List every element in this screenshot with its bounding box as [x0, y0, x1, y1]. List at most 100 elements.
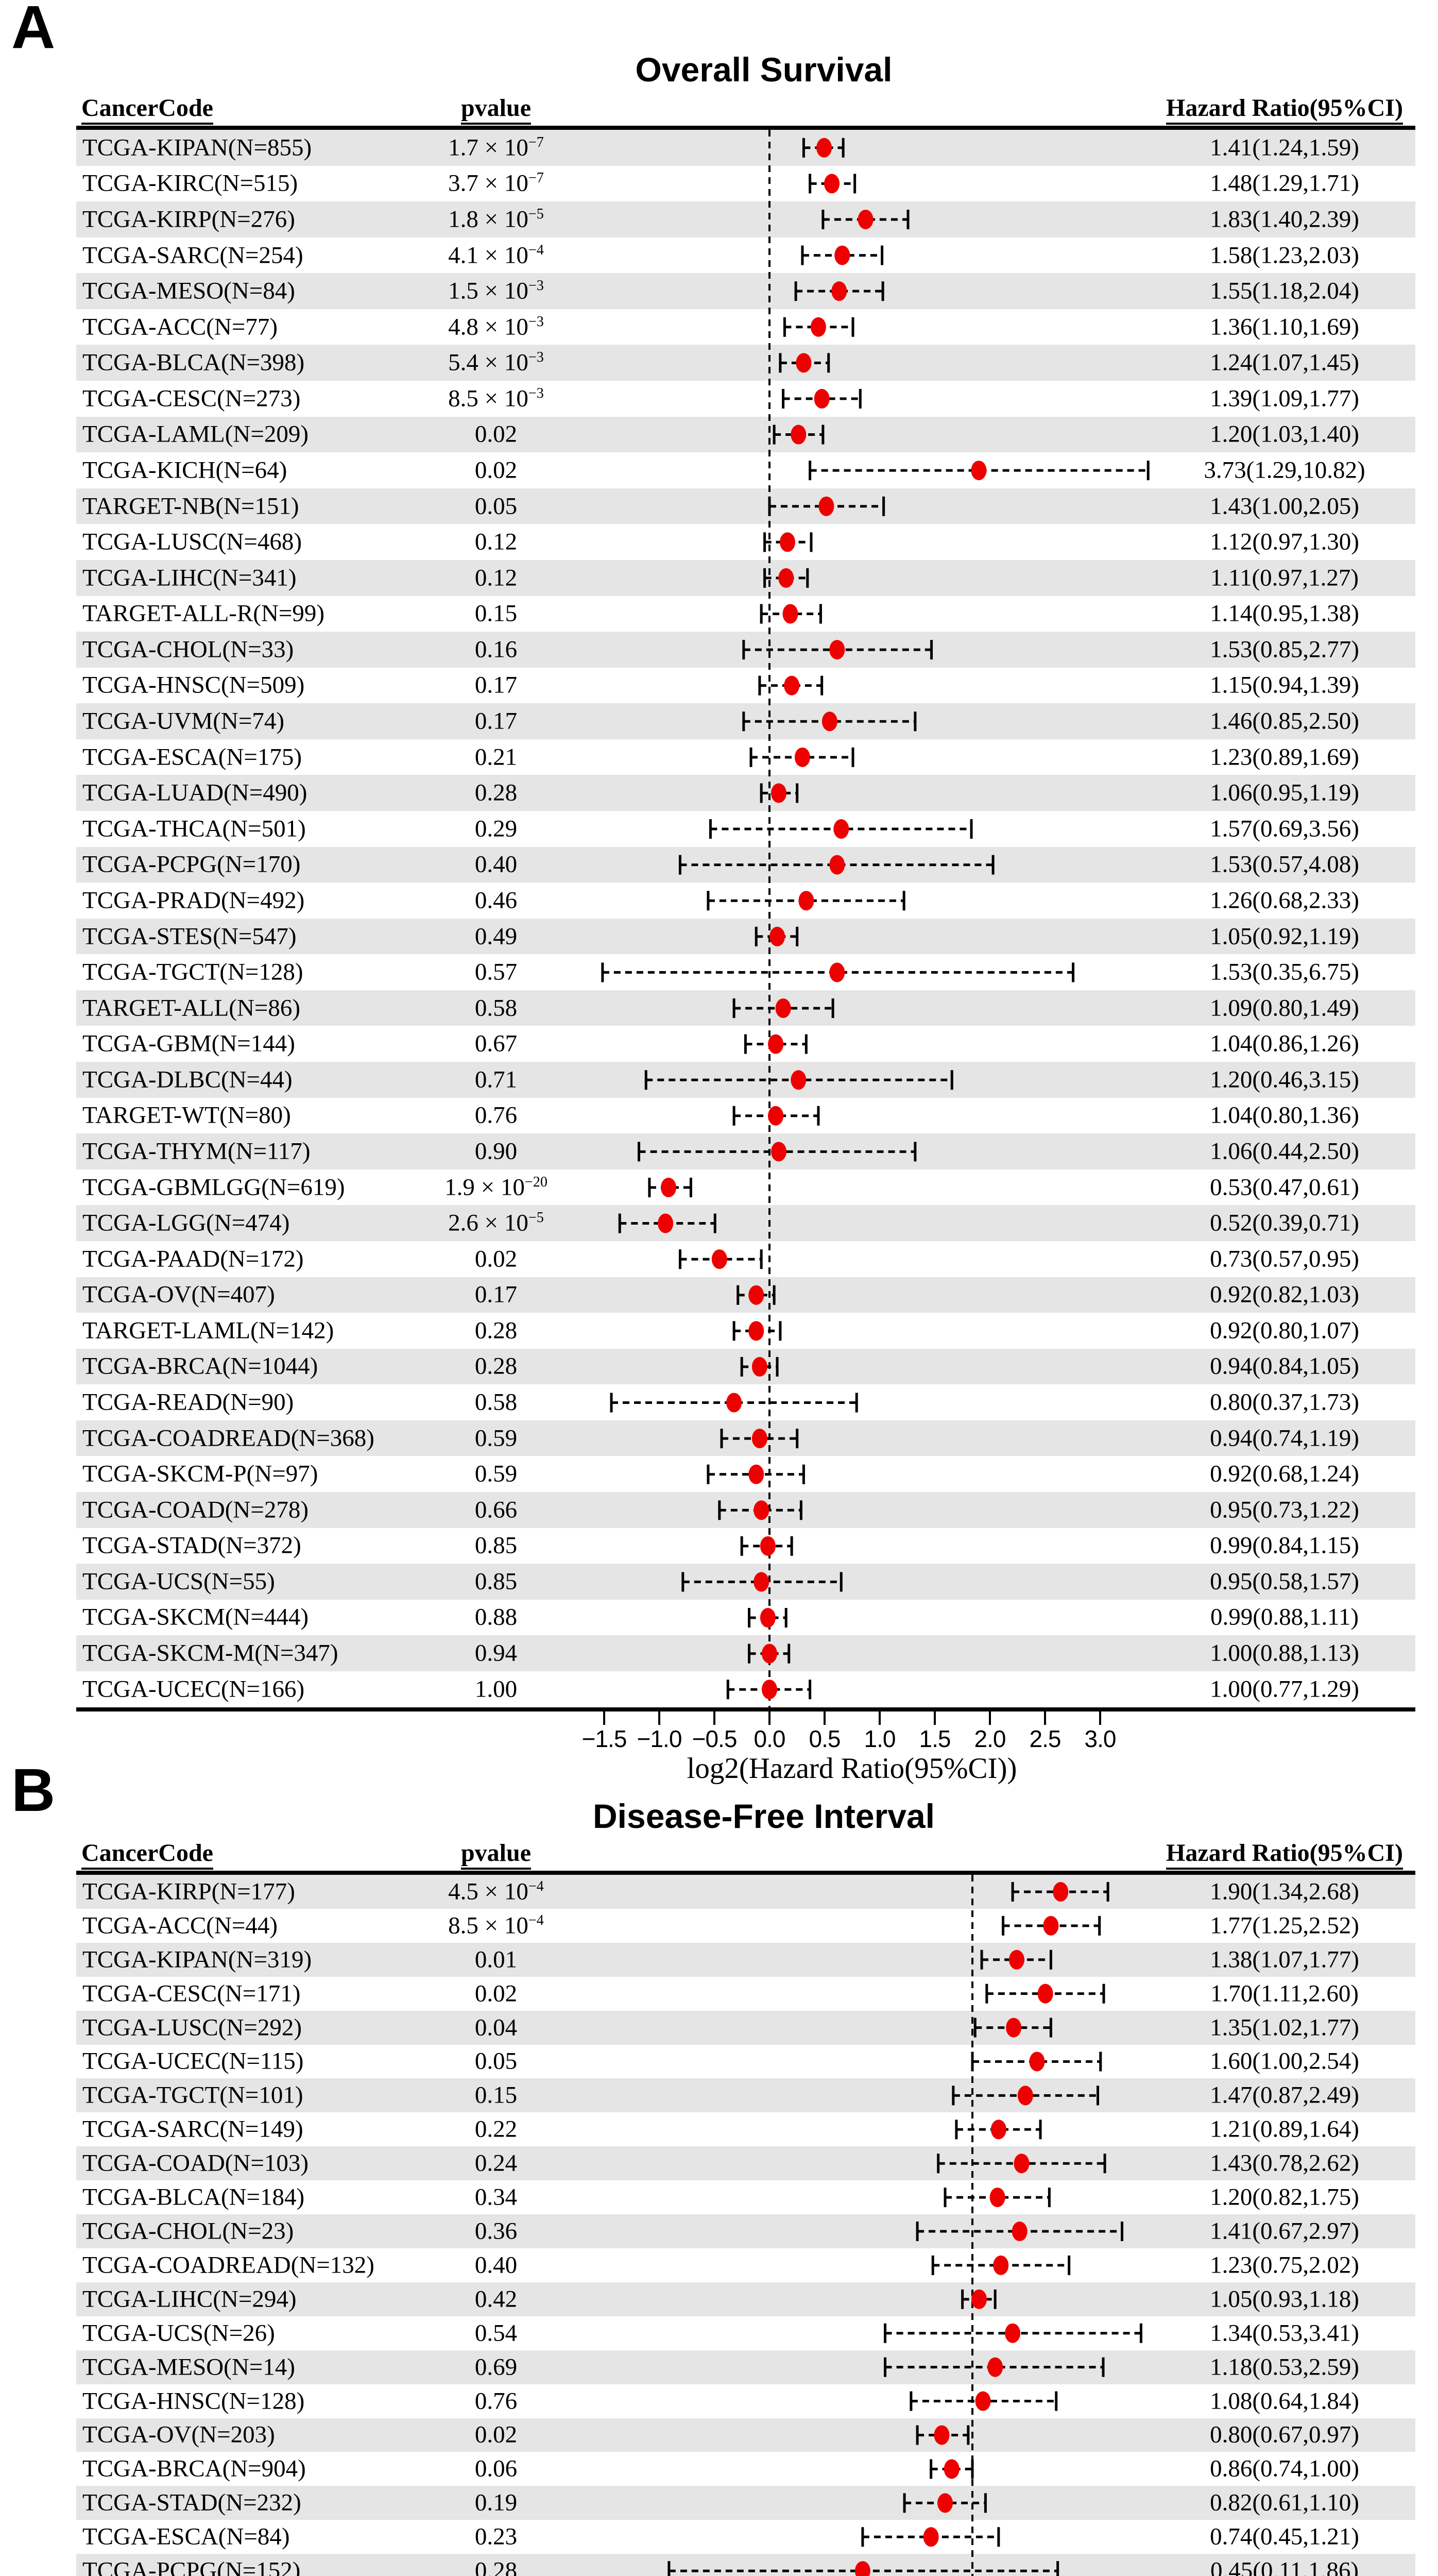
hazard-ratio-cell: 1.48(1.29,1.71)	[1210, 170, 1359, 197]
cancer-code-cell: TCGA-TGCT(N=101)	[82, 2081, 303, 2109]
table-row: TCGA-PRAD(N=492) 0.46 1.26(0.68,2.33)	[76, 883, 1415, 919]
panel-a-title: Overall Survival	[635, 50, 893, 89]
hazard-ratio-cell: 1.70(1.11,2.60)	[1210, 1980, 1359, 2007]
forest-table-b: TCGA-KIRP(N=177) 4.5 × 10−4 1.90(1.34,2.68…	[76, 1875, 1415, 2576]
cancer-code-cell: TARGET-ALL-R(N=99)	[82, 600, 325, 627]
cancer-code-cell: TCGA-COAD(N=278)	[82, 1496, 309, 1523]
pvalue-cell: 0.12	[474, 528, 518, 555]
table-row: TCGA-UCS(N=26) 0.54 1.34(0.53,3.41)	[76, 2316, 1415, 2350]
cancer-code-cell: TCGA-UCEC(N=115)	[82, 2047, 304, 2075]
table-row: TCGA-OV(N=203) 0.02 0.80(0.67,0.97)	[76, 2418, 1415, 2452]
axis-tick	[1044, 1711, 1046, 1725]
hazard-ratio-cell: 1.46(0.85,2.50)	[1210, 707, 1359, 735]
pvalue-cell: 0.94	[474, 1639, 518, 1667]
hazard-ratio-cell: 1.57(0.69,3.56)	[1210, 815, 1359, 842]
cancer-code-cell: TCGA-KICH(N=64)	[82, 456, 287, 484]
hazard-ratio-cell: 0.52(0.39,0.71)	[1210, 1209, 1359, 1236]
panel-b-title: Disease-Free Interval	[592, 1797, 935, 1835]
axis-tick-label: 2.5	[1029, 1725, 1062, 1752]
table-row: TCGA-GBM(N=144) 0.67 1.04(0.86,1.26)	[76, 1026, 1415, 1062]
pvalue-cell: 4.5 × 10−4	[448, 1878, 544, 1905]
column-header-cancercode: CancerCode	[81, 95, 213, 125]
cancer-code-cell: TCGA-SKCM-P(N=97)	[82, 1460, 318, 1487]
table-row: TCGA-LUSC(N=468) 0.12 1.12(0.97,1.30)	[76, 524, 1415, 560]
hazard-ratio-cell: 1.34(0.53,3.41)	[1210, 2319, 1359, 2347]
pvalue-exponent: −5	[528, 206, 544, 222]
cancer-code-cell: TCGA-GBMLGG(N=619)	[82, 1174, 345, 1201]
hazard-ratio-cell: 0.94(0.84,1.05)	[1210, 1352, 1359, 1380]
table-row: TCGA-THYM(N=117) 0.90 1.06(0.44,2.50)	[76, 1133, 1415, 1170]
hazard-ratio-cell: 1.24(1.07,1.45)	[1210, 349, 1359, 376]
axis-tick	[603, 1711, 605, 1725]
cancer-code-cell: TCGA-KIRP(N=276)	[82, 206, 295, 233]
cancer-code-cell: TCGA-PCPG(N=152)	[82, 2557, 301, 2576]
cancer-code-cell: TCGA-BLCA(N=398)	[82, 349, 305, 376]
table-row: TCGA-TGCT(N=101) 0.15 1.47(0.87,2.49)	[76, 2078, 1415, 2113]
hazard-ratio-cell: 1.04(0.86,1.26)	[1210, 1030, 1359, 1057]
column-header-pvalue: pvalue	[460, 95, 532, 125]
cancer-code-cell: TARGET-LAML(N=142)	[82, 1317, 334, 1344]
x-axis-a: −1.5 −1.0 −0.5 0.0 0.5 1.0 1.5 2.0 2.5 3.0	[76, 1711, 1415, 1761]
hazard-ratio-cell: 0.99(0.84,1.15)	[1210, 1532, 1359, 1559]
axis-tick	[768, 1711, 771, 1725]
column-header-hazard-ratio: Hazard Ratio(95%CI)	[1166, 1840, 1403, 1870]
table-row: TCGA-SARC(N=254) 4.1 × 10−4 1.58(1.23,2.03…	[76, 238, 1415, 274]
pvalue-exponent: −20	[524, 1174, 547, 1190]
table-row: TCGA-BLCA(N=398) 5.4 × 10−3 1.24(1.07,1.45…	[76, 345, 1415, 381]
hazard-ratio-cell: 1.77(1.25,2.52)	[1210, 1912, 1359, 1939]
cancer-code-cell: TARGET-WT(N=80)	[82, 1101, 291, 1129]
table-row: TCGA-UCS(N=55) 0.85 0.95(0.58,1.57)	[76, 1564, 1415, 1600]
pvalue-cell: 4.8 × 10−3	[448, 313, 544, 341]
hazard-ratio-cell: 1.21(0.89,1.64)	[1210, 2115, 1359, 2143]
table-row: TCGA-CESC(N=171) 0.02 1.70(1.11,2.60)	[76, 1977, 1415, 2011]
x-axis-label-a: log2(Hazard Ratio(95%CI))	[687, 1752, 1017, 1785]
axis-tick	[713, 1711, 715, 1725]
hazard-ratio-cell: 1.04(0.80,1.36)	[1210, 1101, 1359, 1129]
axis-tick	[989, 1711, 991, 1725]
pvalue-cell: 0.49	[474, 923, 518, 950]
table-row: TCGA-ACC(N=44) 8.5 × 10−4 1.77(1.25,2.52)	[76, 1909, 1415, 1943]
cancer-code-cell: TCGA-UCS(N=26)	[82, 2319, 275, 2347]
hazard-ratio-cell: 1.09(0.80,1.49)	[1210, 994, 1359, 1022]
pvalue-cell: 0.24	[474, 2149, 518, 2177]
pvalue-cell: 1.9 × 10−20	[444, 1174, 547, 1201]
pvalue-cell: 0.16	[474, 636, 518, 663]
hazard-ratio-cell: 1.05(0.92,1.19)	[1210, 923, 1359, 950]
cancer-code-cell: TCGA-SARC(N=254)	[82, 242, 303, 269]
bottom-rule-a	[76, 1707, 1415, 1711]
pvalue-exponent: −4	[528, 1878, 544, 1894]
pvalue-cell: 8.5 × 10−4	[448, 1912, 544, 1939]
cancer-code-cell: TCGA-THYM(N=117)	[82, 1138, 311, 1165]
pvalue-cell: 0.05	[474, 493, 518, 520]
table-row: TCGA-STAD(N=372) 0.85 0.99(0.84,1.15)	[76, 1528, 1415, 1564]
pvalue-exponent: −3	[528, 313, 544, 330]
table-row: TCGA-BRCA(N=904) 0.06 0.86(0.74,1.00)	[76, 2452, 1415, 2486]
pvalue-cell: 0.19	[474, 2489, 518, 2516]
hazard-ratio-cell: 1.26(0.68,2.33)	[1210, 887, 1359, 914]
cancer-code-cell: TCGA-STES(N=547)	[82, 923, 297, 950]
table-row: TCGA-ACC(N=77) 4.8 × 10−3 1.36(1.10,1.69)	[76, 309, 1415, 345]
pvalue-cell: 2.6 × 10−5	[448, 1209, 544, 1236]
axis-tick	[824, 1711, 826, 1725]
cancer-code-cell: TCGA-BRCA(N=1044)	[82, 1352, 318, 1380]
table-row: TCGA-LIHC(N=294) 0.42 1.05(0.93,1.18)	[76, 2282, 1415, 2316]
cancer-code-cell: TCGA-ESCA(N=84)	[82, 2523, 290, 2550]
table-row: TARGET-LAML(N=142) 0.28 0.92(0.80,1.07)	[76, 1313, 1415, 1349]
table-row: TCGA-CHOL(N=23) 0.36 1.41(0.67,2.97)	[76, 2214, 1415, 2248]
table-row: TCGA-UVM(N=74) 0.17 1.46(0.85,2.50)	[76, 703, 1415, 739]
cancer-code-cell: TCGA-KIPAN(N=319)	[82, 1946, 312, 1973]
cancer-code-cell: TCGA-BLCA(N=184)	[82, 2183, 305, 2211]
hazard-ratio-cell: 1.43(1.00,2.05)	[1210, 493, 1359, 520]
table-row: TCGA-STAD(N=232) 0.19 0.82(0.61,1.10)	[76, 2486, 1415, 2520]
hazard-ratio-cell: 0.53(0.47,0.61)	[1210, 1174, 1359, 1201]
cancer-code-cell: TCGA-ESCA(N=175)	[82, 743, 302, 771]
hazard-ratio-cell: 1.06(0.44,2.50)	[1210, 1138, 1359, 1165]
pvalue-cell: 0.15	[474, 600, 518, 627]
pvalue-cell: 0.23	[474, 2523, 518, 2550]
table-row: TCGA-SARC(N=149) 0.22 1.21(0.89,1.64)	[76, 2112, 1415, 2146]
pvalue-cell: 0.40	[474, 2251, 518, 2279]
hazard-ratio-cell: 1.11(0.97,1.27)	[1210, 564, 1359, 591]
hazard-ratio-cell: 1.00(0.77,1.29)	[1210, 1675, 1359, 1703]
cancer-code-cell: TCGA-BRCA(N=904)	[82, 2455, 306, 2482]
pvalue-cell: 4.1 × 10−4	[448, 242, 544, 269]
